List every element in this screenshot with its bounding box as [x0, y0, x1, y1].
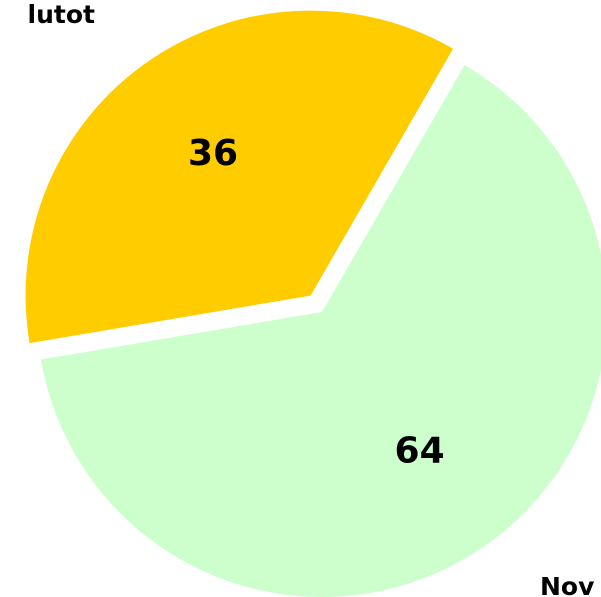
category-label: lutot	[28, 0, 95, 29]
value-label: 64	[395, 430, 445, 471]
category-label: Nov	[540, 572, 594, 597]
value-label: 36	[188, 133, 238, 174]
pie-slice	[25, 10, 454, 344]
pie-slice	[40, 65, 601, 597]
